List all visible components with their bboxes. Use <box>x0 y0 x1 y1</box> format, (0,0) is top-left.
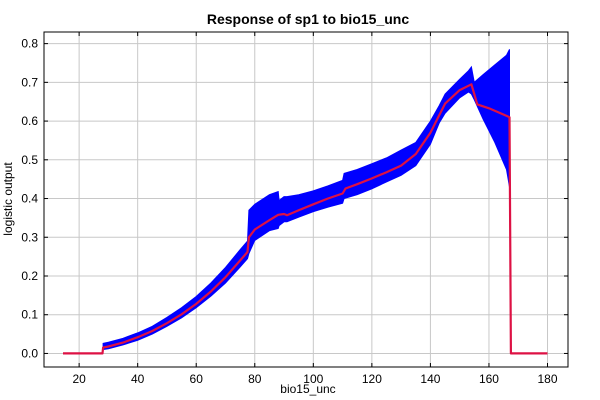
chart-title: Response of sp1 to bio15_unc <box>207 11 409 27</box>
plot-frame <box>43 31 569 368</box>
mean-response-layer <box>63 83 548 355</box>
x-tick-label: 180 <box>537 372 557 386</box>
x-tick-label: 140 <box>420 372 440 386</box>
x-tick-label: 80 <box>248 372 262 386</box>
mean-response-line <box>63 83 548 355</box>
x-tick-label: 100 <box>303 372 323 386</box>
y-tick-label: 0.5 <box>21 153 38 167</box>
y-tick-label: 0.7 <box>21 75 38 89</box>
x-tick-label: 20 <box>72 372 86 386</box>
x-tick-label: 120 <box>362 372 382 386</box>
y-tick-label: 0.6 <box>21 114 38 128</box>
x-axis-label: bio15_unc <box>280 382 335 396</box>
y-tick-label: 0.3 <box>21 230 38 244</box>
y-axis-label: logistic output <box>1 162 15 236</box>
x-tick-label: 60 <box>190 372 204 386</box>
y-tick-label: 0.1 <box>21 308 38 322</box>
y-tick-label: 0.8 <box>21 37 38 51</box>
x-tick-label: 40 <box>131 372 145 386</box>
y-tick-label: 0.4 <box>21 192 38 206</box>
y-tick-label: 0.2 <box>21 269 38 283</box>
tick-layer: 20 40 60 80 100 120 140 160 180 0.0 0.1 0.2 0.3 0.4 0.… <box>21 32 568 386</box>
y-tick-label: 0.0 <box>21 346 38 360</box>
x-tick-label: 160 <box>479 372 499 386</box>
